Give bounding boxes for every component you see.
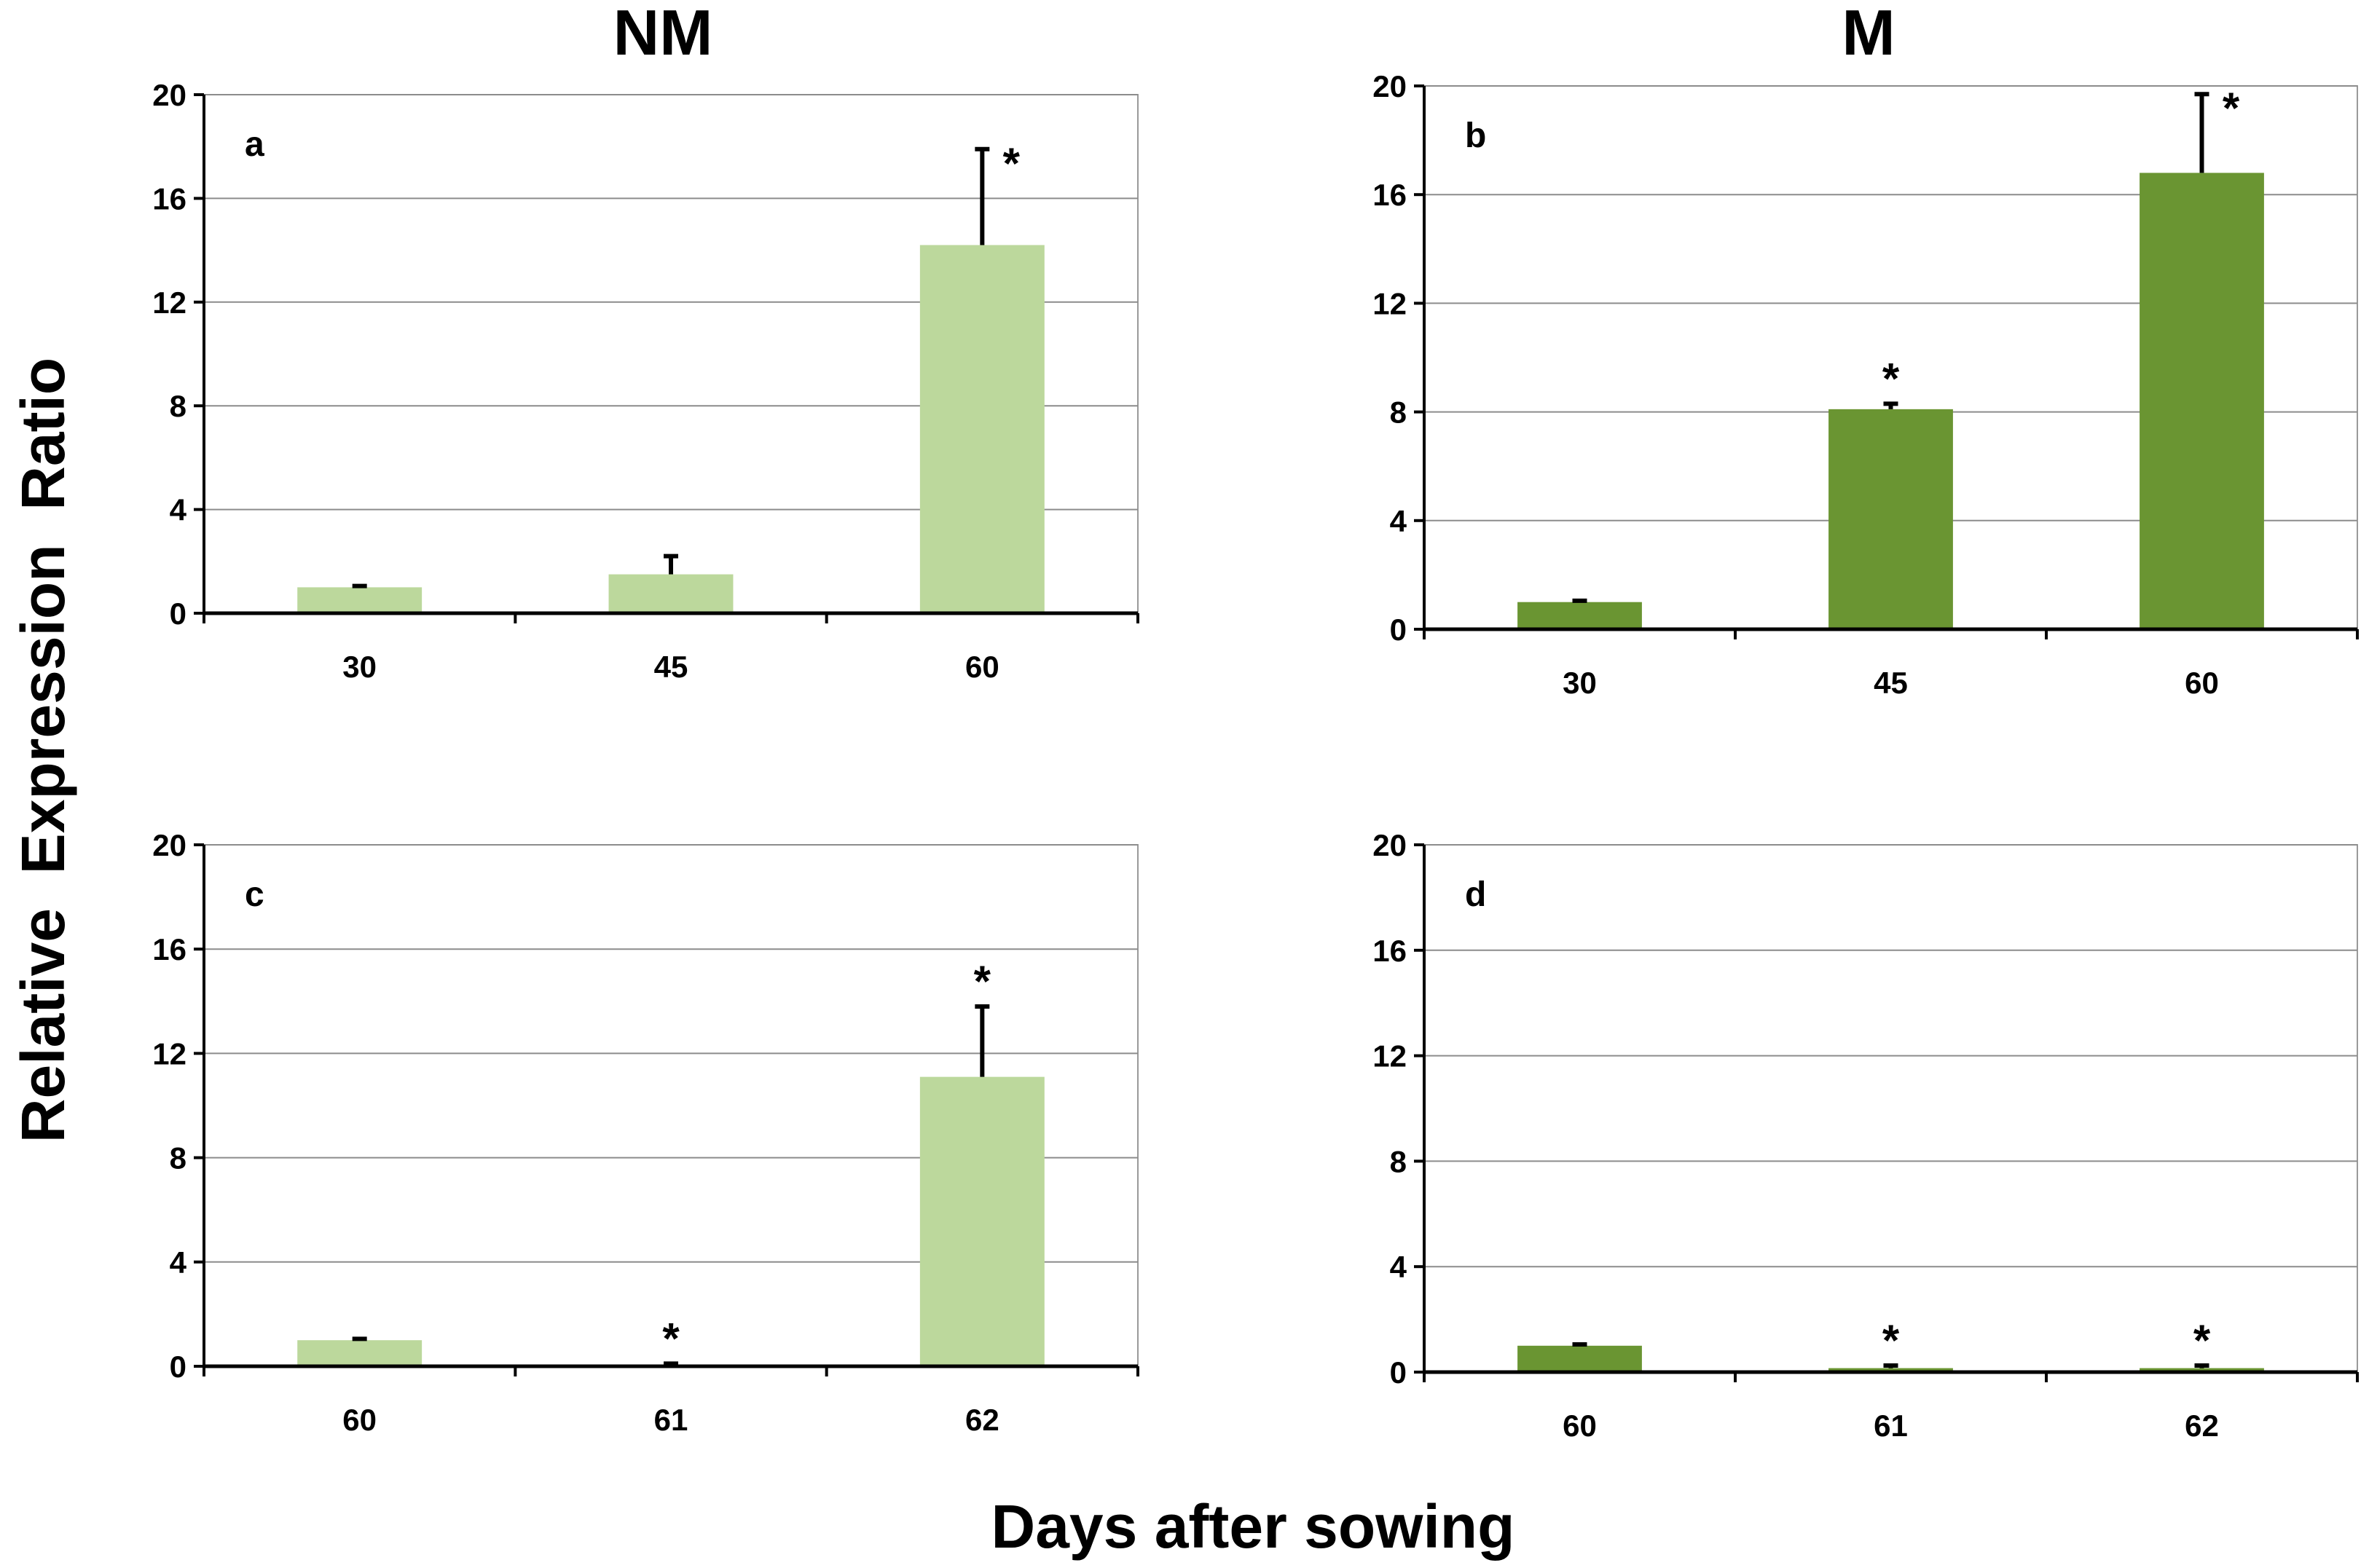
chart-panel-c: 0 4 8 12 16 20 60 * 61 * 62 c	[152, 828, 1139, 1437]
bar	[919, 1076, 1045, 1366]
y-tick-label: 4	[170, 1245, 187, 1280]
y-tick-label: 16	[1372, 178, 1407, 212]
y-tick-label: 16	[152, 932, 186, 966]
y-tick-label: 12	[152, 1036, 186, 1071]
x-tick-label: 62	[965, 1403, 999, 1437]
panel-letter: d	[1465, 875, 1486, 914]
bar	[1828, 1368, 1953, 1372]
y-tick-label: 0	[1390, 1355, 1407, 1390]
significance-marker: *	[1882, 354, 1900, 403]
y-axis-title: Relative Expression Ratio	[9, 358, 77, 1143]
y-tick-label: 20	[152, 78, 186, 112]
column-title-m: M	[1842, 0, 1895, 68]
significance-marker: *	[2193, 1316, 2211, 1365]
y-tick-label: 12	[152, 285, 186, 320]
bar	[2140, 1368, 2264, 1372]
y-tick-label: 4	[1390, 504, 1407, 538]
x-tick-label: 61	[654, 1403, 688, 1437]
y-tick-label: 12	[1372, 1039, 1407, 1073]
bar	[297, 1340, 423, 1366]
x-tick-label: 62	[2185, 1409, 2219, 1443]
chart-panel-d: 0 4 8 12 16 20 60 * 61 * 62 d	[1372, 828, 2359, 1443]
y-tick-label: 0	[170, 596, 186, 631]
panel-letter: c	[245, 875, 264, 914]
x-axis-title: Days after sowing	[991, 1492, 1515, 1561]
x-tick-label: 30	[1563, 666, 1597, 700]
y-tick-label: 4	[1390, 1250, 1407, 1284]
x-tick-label: 45	[654, 650, 688, 684]
chart-panel-b: 0 4 8 12 16 20 30 * 45 * 60 b	[1372, 69, 2359, 700]
bar	[2140, 173, 2264, 630]
bar	[919, 245, 1045, 613]
y-tick-label: 0	[1390, 612, 1407, 647]
y-tick-label: 20	[1372, 69, 1407, 103]
panel-letter: b	[1465, 117, 1486, 155]
significance-marker: *	[662, 1314, 680, 1363]
significance-marker: *	[1882, 1316, 1900, 1365]
y-tick-label: 8	[1390, 395, 1407, 430]
y-tick-label: 8	[1390, 1144, 1407, 1178]
bar	[1517, 1345, 1642, 1372]
bar	[1828, 409, 1953, 629]
x-tick-label: 60	[2185, 666, 2219, 700]
y-tick-label: 16	[152, 181, 186, 216]
x-tick-label: 61	[1874, 1409, 1908, 1443]
x-tick-label: 30	[342, 650, 377, 684]
bar	[1517, 602, 1642, 629]
y-tick-label: 0	[170, 1350, 186, 1384]
x-tick-label: 60	[1563, 1409, 1597, 1443]
x-tick-label: 60	[965, 650, 999, 684]
y-tick-label: 20	[152, 828, 186, 862]
y-tick-label: 8	[170, 1141, 186, 1175]
significance-marker: *	[2223, 84, 2240, 133]
significance-marker: *	[1003, 139, 1021, 188]
y-tick-label: 4	[170, 493, 187, 527]
y-tick-label: 8	[170, 389, 186, 423]
y-tick-label: 12	[1372, 286, 1407, 320]
column-title-nm: NM	[613, 0, 713, 68]
chart-panel-a: 0 4 8 12 16 20 30 45 * 60 a	[152, 78, 1139, 684]
bar	[608, 574, 734, 613]
bar	[297, 587, 423, 613]
significance-marker: *	[974, 957, 991, 1006]
panel-letter: a	[245, 125, 264, 164]
y-tick-label: 16	[1372, 934, 1407, 968]
x-tick-label: 60	[342, 1403, 377, 1437]
y-tick-label: 20	[1372, 828, 1407, 862]
x-tick-label: 45	[1874, 666, 1908, 700]
